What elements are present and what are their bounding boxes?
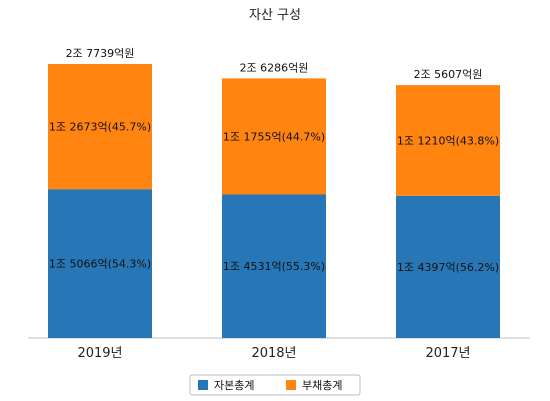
bars-layer: 1조 5066억(54.3%) 1조 2673억(45.7%) 2조 7739억원 2… — [48, 47, 500, 361]
data-label: 1조 1755억(44.7%) — [223, 130, 325, 143]
chart-title: 자산 구성 — [249, 8, 301, 23]
legend-label: 자본총계 — [214, 379, 254, 392]
legend-frame — [189, 374, 361, 396]
bar-segment-equity — [396, 195, 500, 338]
bar-segment-liabilities — [222, 78, 326, 195]
legend-swatch — [286, 380, 296, 390]
bar-segment-equity — [222, 194, 326, 338]
x-tick-label: 2018년 — [251, 346, 296, 361]
data-label: 1조 5066억(54.3%) — [49, 258, 151, 271]
bar-segment-liabilities — [48, 64, 152, 190]
data-label: 1조 1210억(43.8%) — [397, 134, 499, 147]
x-tick-label: 2019년 — [77, 346, 122, 361]
legend-label: 부채총계 — [302, 379, 342, 392]
legend: 자본총계 부채총계 — [189, 374, 361, 396]
x-tick-label: 2017년 — [425, 346, 470, 361]
bar-segment-equity — [48, 189, 152, 338]
data-label: 1조 4397억(56.2%) — [397, 261, 499, 274]
total-label: 2조 6286억원 — [240, 61, 309, 74]
data-label: 1조 2673억(45.7%) — [49, 121, 151, 134]
total-label: 2조 7739억원 — [66, 47, 135, 60]
legend-swatch — [198, 380, 208, 390]
data-label: 1조 4531억(55.3%) — [223, 260, 325, 273]
bar-segment-liabilities — [396, 85, 500, 196]
total-label: 2조 5607억원 — [414, 68, 483, 81]
